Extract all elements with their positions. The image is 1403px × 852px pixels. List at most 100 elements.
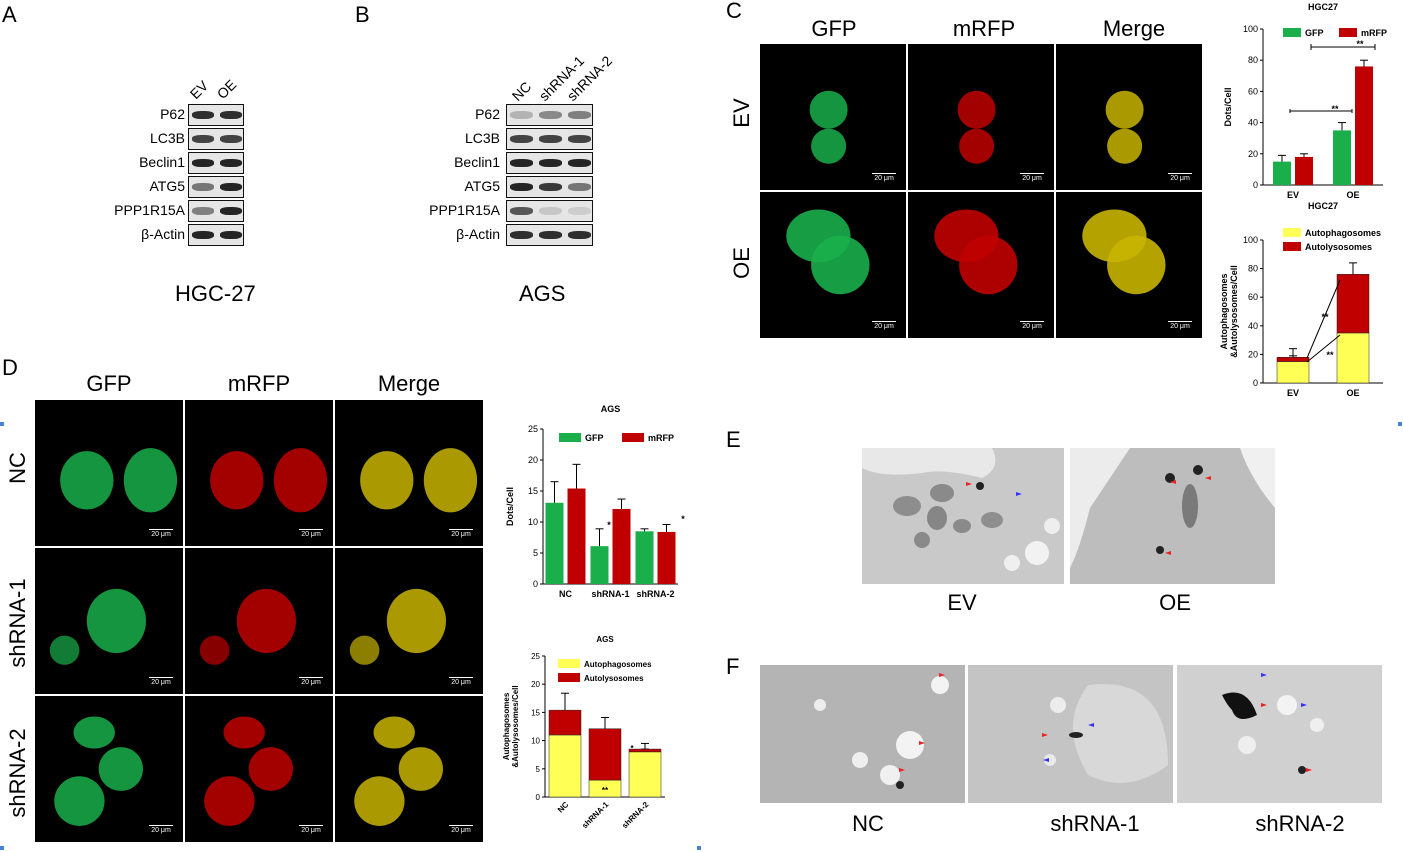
blot-strip <box>188 128 244 150</box>
y-tick-label: 40 <box>1248 118 1258 128</box>
fluorescence-image: 20 μm <box>35 548 183 694</box>
blot-strip <box>506 176 593 198</box>
y-tick-label: 100 <box>1243 235 1258 245</box>
blot-band <box>539 183 562 191</box>
panel-c-stacked-chart: HGC27 0 20 40 60 80 100 Autophagosomes &Autolyso… <box>1219 201 1383 398</box>
bar <box>1295 156 1313 185</box>
corner-mark <box>697 846 701 850</box>
blot-band <box>568 207 591 215</box>
em-image-oe <box>1070 448 1275 584</box>
blot-strip <box>506 128 593 150</box>
panel-a-cell-line: HGC-27 <box>175 281 256 306</box>
scale-bar: 20 μm <box>449 825 473 834</box>
blot-band <box>539 159 562 167</box>
y-tick-label: 25 <box>531 652 540 661</box>
blot-protein-label: β-Actin <box>456 226 500 242</box>
panel-c-letter: C <box>726 0 742 23</box>
cell-blobs <box>809 90 848 164</box>
bar <box>1355 66 1373 185</box>
legend-label: mRFP <box>1361 28 1387 38</box>
y-tick-label: 5 <box>533 548 538 558</box>
blot-band <box>510 135 533 143</box>
bar-segment <box>588 728 622 781</box>
em-caption-nc: NC <box>852 811 884 836</box>
blot-protein-label: ATG5 <box>149 178 185 194</box>
column-header-mrfp: mRFP <box>952 16 1016 41</box>
cell-blob <box>349 635 380 665</box>
x-tick-label: NC <box>556 800 571 815</box>
significance-mark: ** <box>1331 104 1339 114</box>
cell-blob <box>210 451 264 510</box>
y-tick-label: 15 <box>528 486 538 496</box>
column-header-gfp: GFP <box>811 16 857 41</box>
blot-band <box>220 231 242 239</box>
em-texture <box>1070 448 1275 584</box>
cell-blob <box>957 90 996 129</box>
cell-blob <box>423 448 478 513</box>
em-caption-ev: EV <box>947 590 977 615</box>
cell-blob <box>248 747 294 791</box>
chart-title: AGS <box>601 404 621 414</box>
scale-bar: 20 μm <box>1020 321 1044 330</box>
blot-strip <box>188 176 244 198</box>
blot-strip <box>188 224 244 246</box>
em-image-shrna-1 <box>968 665 1173 803</box>
bar-segment <box>628 748 662 753</box>
fluorescence-image: 20 μm <box>760 192 906 338</box>
significance-bracket <box>1306 279 1341 359</box>
scale-bar: 20 μm <box>149 529 173 538</box>
blot-band <box>510 159 533 167</box>
cell-blobs <box>60 448 178 513</box>
cell-blobs <box>1082 209 1166 295</box>
significance-mark: * <box>681 514 685 524</box>
blot-strip <box>188 152 244 174</box>
scale-bar: 20 μm <box>299 529 323 538</box>
bar-segment <box>1276 357 1310 362</box>
x-tick-label: shRNA-2 <box>620 800 651 831</box>
em-image-nc <box>760 665 965 803</box>
em-caption-shrna-1: shRNA-1 <box>1050 811 1140 836</box>
y-tick-label: 15 <box>531 708 540 717</box>
significance-bracket <box>1289 109 1353 113</box>
corner-mark <box>1398 422 1402 426</box>
x-tick-label: EV <box>1287 388 1299 398</box>
blot-band <box>568 111 591 119</box>
cell-blob <box>60 451 114 510</box>
blot-protein-label: P62 <box>475 106 500 122</box>
bar <box>1273 161 1291 185</box>
blot-band <box>510 207 533 215</box>
blot-protein-label: ATG5 <box>464 178 500 194</box>
x-tick-label: OE <box>1346 388 1359 398</box>
x-tick-label: shRNA-1 <box>591 589 629 599</box>
cell-blob <box>959 128 995 164</box>
panel-a-letter: A <box>2 2 17 27</box>
panel-b-letter: B <box>355 2 370 27</box>
significance-mark: * <box>630 744 634 753</box>
bar <box>567 488 586 584</box>
cell-blobs <box>786 209 870 295</box>
bar-segment <box>548 709 582 736</box>
blot-strip <box>188 104 244 126</box>
legend-swatch <box>558 659 580 668</box>
scale-bar: 20 μm <box>1168 321 1192 330</box>
chart-title: AGS <box>596 635 614 644</box>
blot-band <box>568 135 591 143</box>
fluorescence-image: 20 μm <box>35 696 183 842</box>
bar <box>545 502 564 584</box>
y-tick-label: 20 <box>528 455 538 465</box>
blot-strip <box>506 152 593 174</box>
bar <box>635 531 654 584</box>
blot-band <box>510 183 533 191</box>
x-tick-label: EV <box>1287 190 1299 200</box>
legend-swatch <box>1339 28 1357 37</box>
blot-protein-label: PPP1R15A <box>114 202 185 218</box>
cell-blob <box>223 716 265 749</box>
blot-strip <box>506 224 593 246</box>
cell-blobs <box>957 90 996 164</box>
bar-segment <box>1336 332 1370 384</box>
y-axis-label: Dots/Cell <box>505 487 515 526</box>
scale-bar: 20 μm <box>449 529 473 538</box>
scale-bar: 20 μm <box>299 825 323 834</box>
cell-blob <box>123 448 178 513</box>
significance-mark: ** <box>1326 350 1334 360</box>
